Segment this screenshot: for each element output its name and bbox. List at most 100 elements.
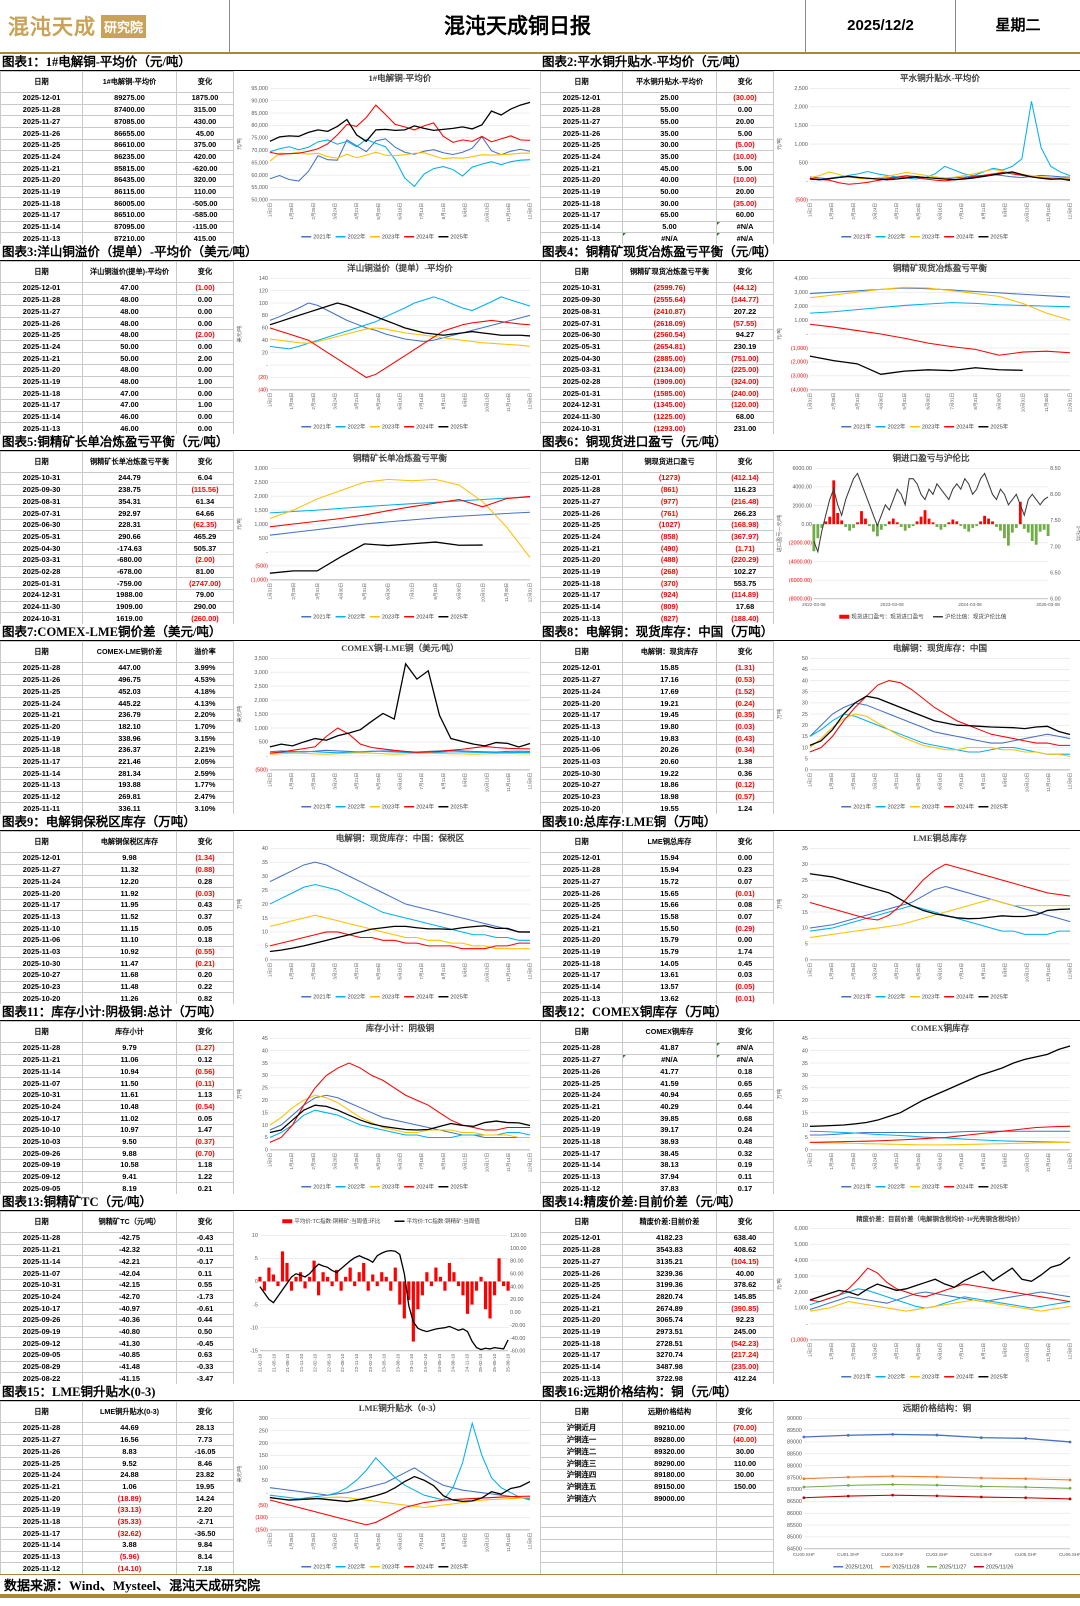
table-row: 2025-11-17 38.45 0.32 [540,1147,774,1160]
svg-text:3月24日: 3月24日 [873,773,879,790]
table-cell: (1345.00) [622,398,717,412]
table-header-row: 日期 铜精矿长单冶炼盈亏平衡 变化 [0,451,234,473]
table-cell: 1988.00 [82,588,177,602]
table-row: 2025-12-01 47.00 (1.00) [0,282,234,295]
table-cell: 0.50 [176,1325,234,1339]
svg-text:2025年: 2025年 [450,1183,468,1191]
svg-text:23-02-10: 23-02-10 [368,1353,373,1372]
svg-text:(1,000): (1,000) [791,1338,808,1344]
panel-chart: 300 250 200 150 100 50 - (50) (100) (150)1月2日 1月28… [235,1402,534,1570]
panel-chart: 95,000 90,000 85,000 80,000 75,000 70,000 65,0… [235,72,534,240]
table-cell: 18.86 [622,778,717,792]
svg-text:85000: 85000 [787,1535,802,1541]
table-cell: 1.77% [176,778,234,792]
svg-text:11月10日: 11月10日 [506,393,512,412]
panel-data-table: 日期 铜现货进口盈亏 变化 2025-12-01 (1273) (412.14) 2025… [540,451,774,624]
column-header: 日期 [0,261,83,283]
table-cell: 2025-12-01 [540,1232,623,1245]
table-row: 2025-11-24 17.69 (1.52) [540,685,774,699]
svg-text:95,000: 95,000 [251,86,267,92]
table-cell: 238.75 [82,483,177,497]
table-cell: 2025-11-17 [0,898,83,912]
table-header-row: 日期 COMEX铜库存 变化 [540,1021,774,1043]
svg-text:24-02-10: 24-02-10 [423,1353,428,1372]
table-row: 2025-11-20 86435.00 320.00 [0,173,234,187]
svg-text:25-08-10: 25-08-10 [506,1353,511,1372]
table-cell: 11.10 [82,933,177,947]
svg-text:2025/11/26: 2025/11/26 [986,1565,1014,1571]
svg-text:2月25日: 2月25日 [311,393,317,410]
table-cell: 9.50 [82,1135,177,1149]
table-cell: -41.30 [82,1337,177,1350]
table-row: 2025-02-28 -678.00 81.00 [0,565,234,579]
svg-text:2022年: 2022年 [888,233,906,241]
table-row: 2025-11-26 8.83 -16.05 [0,1445,234,1459]
svg-text:21-02-10: 21-02-10 [258,1353,263,1372]
table-cell: -0.61 [176,1302,234,1315]
svg-text:1月2日: 1月2日 [267,393,273,407]
table-cell: 19.22 [622,767,717,780]
svg-text:11月30日: 11月30日 [504,583,510,602]
table-cell: 40.94 [622,1088,717,1102]
table-cell [622,1562,717,1574]
table-cell: 0.12 [176,1053,234,1067]
table-cell: 2025-11-17 [540,588,623,602]
svg-text:5: 5 [805,1135,808,1141]
table-cell: (0.11) [176,1077,234,1090]
svg-text:2021年: 2021年 [853,233,871,241]
table-cell: 沪铜连一 [540,1433,623,1447]
table-cell: (220.29) [716,553,774,567]
svg-text:元/吨: 元/吨 [235,138,243,150]
svg-text:库存小计：阴极铜: 库存小计：阴极铜 [366,1022,435,1033]
table-cell: 2025-11-19 [540,1325,623,1339]
table-cell: 2024-11-30 [0,600,83,614]
table-cell: (0.24) [716,697,774,710]
table-cell: (2560.54) [622,328,717,342]
table-cell: 236.37 [82,743,177,757]
svg-text:20: 20 [262,902,268,908]
table-cell: 430.00 [176,115,234,129]
table-row: 2025-11-18 (35.33) -2.71 [0,1515,234,1529]
svg-text:2,000: 2,000 [254,494,267,500]
table-cell: 60.00 [716,208,774,222]
table-cell: 39.85 [622,1112,717,1125]
table-cell: 35.00 [622,127,717,140]
table-cell: 2025-06-30 [0,518,83,532]
table-cell: 9.41 [82,1170,177,1184]
table-cell: 85815.00 [82,162,177,175]
table-cell: 0.55 [176,1278,234,1292]
table-cell: 2025-11-03 [0,945,83,959]
svg-text:美元/吨: 美元/吨 [235,326,243,343]
svg-text:4月21日: 4月21日 [354,963,360,980]
table-cell: 2025-10-24 [0,1100,83,1114]
svg-text:-: - [266,363,268,369]
svg-text:2024-03-08: 2024-03-08 [958,602,982,607]
svg-text:2025年: 2025年 [990,1373,1008,1381]
table-row: 2025-11-27 87085.00 430.00 [0,115,234,129]
table-cell: 0.03 [716,968,774,982]
table-cell [540,1503,623,1517]
table-row: 2025-11-19 50.00 20.00 [540,185,774,199]
svg-text:2021年: 2021年 [313,423,331,431]
svg-text:10: 10 [262,930,268,936]
table-cell: 2025-11-25 [0,1457,83,1470]
table-row: 2025-03-31 -680.00 (2.00) [0,553,234,567]
table-cell: 0.00 [716,852,774,865]
svg-text:电解铜：现货库存：中国: 电解铜：现货库存：中国 [893,642,987,653]
table-row [540,1550,774,1564]
table-cell: 2025-06-30 [540,328,623,342]
table-cell: 15.94 [622,863,717,877]
table-cell: 11.92 [82,887,177,900]
panel-body: 日期 铜精矿现货冶炼盈亏平衡 变化 2025-10-31 (2599.76) (44.1… [540,261,1080,434]
svg-text:2025-03-08: 2025-03-08 [1036,602,1060,607]
table-cell: 2025-11-17 [540,1348,623,1362]
table-cell: -0.33 [176,1360,234,1374]
svg-text:元/吨: 元/吨 [775,138,783,150]
svg-text:2024年: 2024年 [956,1373,974,1381]
svg-text:(20): (20) [258,375,268,381]
table-cell [622,1515,717,1529]
panel-chart: 3,000 2,500 2,000 1,500 1,000 500 - (500) (1,000… [235,452,534,620]
report-panel: 图表16:远期价格结构：铜（元/吨） 日期 远期价格结构 变化 沪铜近月 89210.… [540,1384,1080,1574]
svg-text:2024年: 2024年 [956,423,974,431]
